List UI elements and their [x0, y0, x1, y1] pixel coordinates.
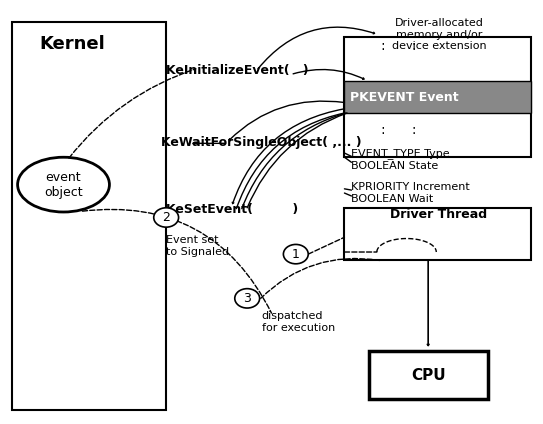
Text: event
object: event object — [44, 170, 83, 198]
Text: Kernel: Kernel — [39, 34, 105, 53]
Ellipse shape — [17, 157, 110, 212]
Bar — [344, 37, 531, 157]
Circle shape — [235, 289, 260, 308]
Text: Driver-allocated
memory and/or
device extension: Driver-allocated memory and/or device ex… — [392, 18, 487, 51]
Bar — [344, 81, 531, 113]
Circle shape — [283, 244, 308, 264]
Text: dispatched
for execution: dispatched for execution — [262, 311, 335, 332]
Text: KPRIORITY Increment
BOOLEAN Wait: KPRIORITY Increment BOOLEAN Wait — [351, 182, 470, 204]
Text: :      :: : : — [381, 123, 416, 137]
Text: 1: 1 — [292, 248, 300, 261]
Circle shape — [154, 208, 179, 227]
Text: CPU: CPU — [411, 368, 445, 382]
Text: :      :: : : — [381, 39, 416, 53]
Text: 3: 3 — [243, 292, 251, 305]
Text: Event set
to Signaled: Event set to Signaled — [166, 235, 229, 257]
Text: 2: 2 — [162, 211, 170, 224]
Text: KeInitializeEvent(   ): KeInitializeEvent( ) — [166, 64, 309, 78]
Text: KeSetEvent(         ): KeSetEvent( ) — [166, 204, 299, 216]
Text: PKEVENT Event: PKEVENT Event — [350, 90, 458, 103]
Bar — [369, 351, 488, 399]
Text: Driver Thread: Driver Thread — [390, 208, 488, 220]
Text: KeWaitForSingleObject( ,... ): KeWaitForSingleObject( ,... ) — [161, 136, 362, 149]
Bar — [344, 208, 531, 260]
Bar — [344, 81, 531, 113]
Text: EVENT_TYPE Type
BOOLEAN State: EVENT_TYPE Type BOOLEAN State — [351, 148, 450, 170]
Bar — [12, 22, 166, 410]
